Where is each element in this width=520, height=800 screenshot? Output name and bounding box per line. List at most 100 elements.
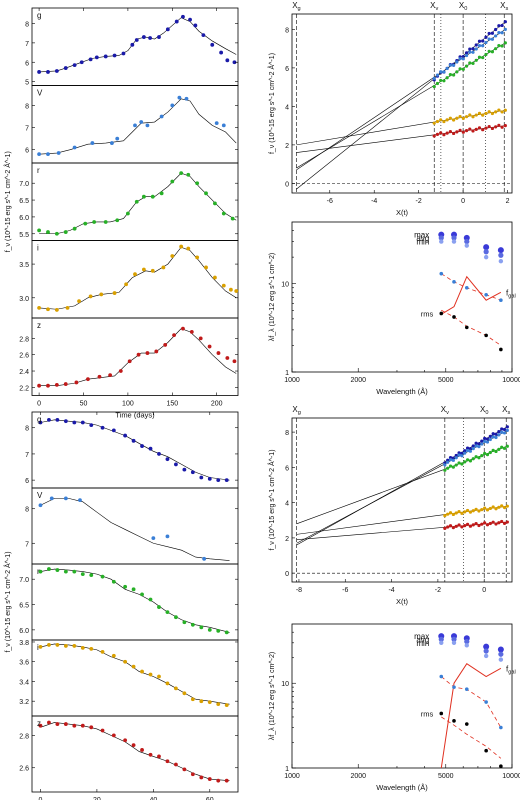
data-point-r	[190, 622, 195, 627]
data-point-V	[159, 114, 164, 119]
data-point-g	[88, 57, 93, 62]
x-tick-label: 10000	[502, 773, 520, 780]
sed-min-point	[439, 239, 444, 244]
data-point-i	[131, 664, 136, 669]
data-point-r	[47, 567, 51, 571]
sed-fit-point	[464, 285, 469, 290]
flux-point-g	[465, 446, 470, 450]
flux-point-r	[448, 73, 452, 77]
flux-point-V	[477, 44, 482, 48]
flux-point-z	[446, 525, 450, 529]
data-point-V	[90, 141, 95, 145]
data-point-g	[134, 38, 139, 42]
marker-label: Xs	[502, 405, 510, 416]
flux-point-i	[477, 509, 481, 513]
flux-point-z	[461, 130, 465, 134]
flux-point-z	[432, 134, 436, 138]
flux-point-g	[484, 35, 488, 39]
flux-point-z	[464, 129, 469, 133]
sed-min-point	[483, 653, 489, 659]
data-point-g	[148, 446, 153, 451]
data-point-z	[111, 733, 116, 738]
data-point-i	[100, 649, 105, 654]
flux-point-V	[477, 445, 481, 449]
y-tick-label: 8	[25, 22, 29, 29]
data-point-r	[83, 221, 88, 226]
sed-rms-point	[452, 315, 456, 319]
flux-point-z	[460, 525, 464, 529]
flux-point-z	[442, 133, 446, 137]
fgal-curve	[440, 663, 502, 769]
data-point-z	[108, 373, 113, 378]
data-point-r	[204, 191, 208, 196]
flux-point-V	[487, 37, 491, 41]
data-point-g	[100, 425, 105, 430]
data-point-g	[63, 419, 68, 424]
x-tick-label: 1000	[284, 773, 300, 780]
sed-min-point	[451, 640, 457, 646]
y-tick-label: 6	[25, 148, 29, 155]
band-label-r: r	[37, 166, 40, 175]
y-tick-label: 7.0	[19, 181, 29, 188]
flux-point-i	[500, 504, 504, 508]
data-point-r	[150, 194, 155, 199]
flux-point-i	[503, 108, 507, 112]
flux-point-z	[439, 131, 443, 135]
y-tick-label: 6.5	[19, 603, 29, 610]
flux-point-z	[500, 125, 504, 129]
data-point-i	[63, 644, 68, 648]
flux-point-r	[474, 455, 478, 459]
flux-point-V	[451, 458, 455, 462]
sed-max-point	[483, 643, 490, 650]
data-point-i	[80, 645, 85, 650]
flux-point-i	[464, 115, 469, 119]
flux-point-r	[487, 49, 491, 53]
data-point-i	[55, 643, 60, 647]
sed-rms-point	[452, 719, 456, 723]
y-tick-label: 3.0	[19, 296, 29, 303]
x-tick-label: 2	[506, 198, 510, 205]
x-tick-label: 0	[482, 587, 486, 594]
sed-avg-point	[464, 638, 470, 645]
flux-point-g	[480, 439, 484, 443]
fit-line-z	[296, 125, 506, 153]
x-tick-label: 50	[80, 401, 88, 408]
flux-point-z	[481, 128, 485, 132]
data-point-r	[72, 569, 77, 574]
data-point-r	[207, 627, 212, 632]
flux-point-g	[477, 442, 481, 446]
data-point-i	[221, 283, 226, 288]
data-point-z	[72, 723, 77, 728]
fit-line-r	[296, 42, 506, 169]
flux-point-i	[485, 508, 490, 512]
data-point-g	[80, 420, 85, 425]
y-tick-label: 10	[281, 282, 289, 289]
data-point-z	[63, 722, 68, 726]
data-point-V	[151, 536, 156, 540]
flux-point-i	[477, 111, 482, 115]
x-tick-label: 5000	[438, 773, 454, 780]
data-point-i	[140, 669, 144, 674]
flux-point-V	[443, 463, 447, 467]
flux-point-g	[483, 436, 487, 441]
flux-point-z	[474, 522, 478, 526]
x-tick-label: 40	[149, 797, 157, 800]
y-axis-label: f_ν (10^-15 erg s^-1 cm^-2 Å^-1)	[3, 151, 12, 252]
sed-avg-point	[438, 636, 444, 642]
data-point-z	[189, 329, 194, 334]
x-tick-label: 2000	[350, 377, 366, 384]
flux-point-z	[477, 523, 481, 528]
data-point-g	[148, 36, 152, 40]
y-tick-label: 6	[25, 478, 29, 485]
band-label-V: V	[37, 491, 43, 500]
x-tick-label: 2000	[350, 773, 366, 780]
flux-point-r	[439, 78, 443, 83]
flux-point-i	[461, 116, 465, 120]
flux-point-i	[435, 119, 440, 124]
flux-point-z	[457, 523, 461, 527]
data-point-i	[224, 703, 229, 708]
x-axis-label: Wavelength (Å)	[376, 387, 428, 396]
data-point-g	[165, 457, 170, 462]
sed-max-point	[463, 234, 470, 241]
data-point-g	[63, 66, 68, 70]
